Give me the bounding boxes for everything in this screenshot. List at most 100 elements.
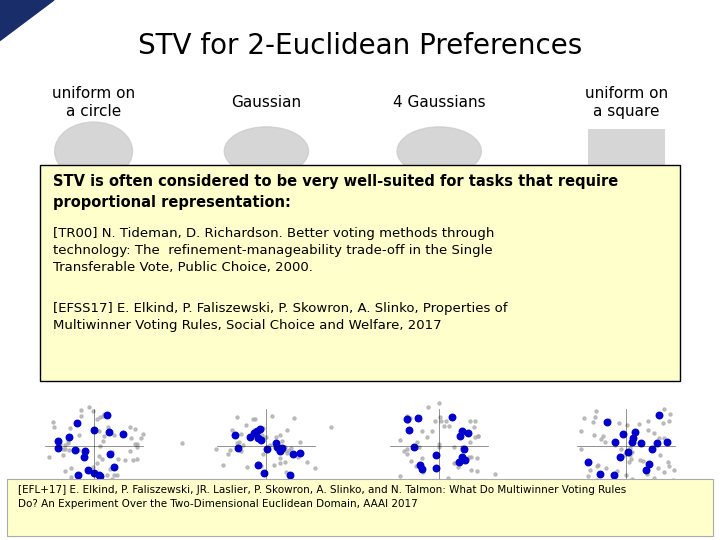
Point bbox=[423, 402, 434, 411]
Point bbox=[256, 430, 268, 439]
Point bbox=[63, 438, 74, 447]
Point bbox=[442, 474, 454, 483]
Point bbox=[459, 456, 471, 464]
Point bbox=[405, 456, 417, 465]
Point bbox=[616, 445, 627, 454]
Point bbox=[255, 435, 266, 444]
Point bbox=[456, 455, 468, 464]
Point bbox=[436, 417, 447, 426]
Point bbox=[109, 430, 120, 439]
Text: 4 Gaussians: 4 Gaussians bbox=[393, 95, 485, 110]
Point bbox=[73, 430, 84, 439]
Point bbox=[401, 417, 413, 426]
Point bbox=[629, 427, 641, 436]
Point bbox=[602, 418, 613, 427]
Point bbox=[101, 411, 112, 420]
Point bbox=[642, 426, 654, 434]
Point bbox=[653, 434, 665, 442]
Point bbox=[279, 442, 290, 451]
Point bbox=[120, 455, 131, 464]
Point bbox=[104, 450, 116, 458]
Point bbox=[59, 441, 71, 449]
FancyBboxPatch shape bbox=[40, 165, 680, 381]
Text: [TR00] N. Tideman, D. Richardson. Better voting methods through
technology: The : [TR00] N. Tideman, D. Richardson. Better… bbox=[53, 227, 494, 274]
Point bbox=[261, 433, 272, 441]
Point bbox=[53, 444, 64, 453]
Point bbox=[289, 485, 300, 494]
Point bbox=[97, 436, 109, 445]
Point bbox=[582, 472, 593, 481]
Point bbox=[48, 418, 59, 427]
Point bbox=[610, 440, 621, 449]
Point bbox=[590, 407, 601, 415]
Point bbox=[76, 411, 87, 420]
Point bbox=[640, 465, 652, 474]
Point bbox=[652, 439, 663, 448]
Point bbox=[87, 407, 99, 415]
Point bbox=[664, 417, 675, 426]
Point bbox=[261, 445, 272, 454]
Point bbox=[117, 429, 129, 438]
Point bbox=[129, 440, 140, 449]
Point bbox=[440, 417, 451, 426]
Point bbox=[661, 437, 672, 446]
Point bbox=[417, 465, 428, 474]
Point bbox=[108, 463, 120, 471]
Point bbox=[292, 449, 304, 457]
Point bbox=[130, 424, 141, 433]
Point bbox=[54, 439, 66, 448]
Polygon shape bbox=[0, 0, 54, 40]
Point bbox=[456, 442, 467, 451]
Point bbox=[240, 421, 252, 429]
Point bbox=[94, 470, 105, 479]
Point bbox=[127, 455, 139, 464]
Point bbox=[292, 453, 304, 462]
Point bbox=[111, 470, 122, 479]
Point bbox=[266, 411, 278, 420]
Point bbox=[618, 450, 629, 459]
Point bbox=[253, 478, 265, 487]
Point bbox=[431, 451, 442, 460]
Point bbox=[417, 427, 428, 435]
Point bbox=[584, 465, 595, 474]
Point bbox=[135, 434, 146, 443]
Point bbox=[451, 463, 463, 471]
Ellipse shape bbox=[397, 127, 481, 176]
Point bbox=[251, 426, 263, 435]
Point bbox=[411, 437, 423, 446]
Point bbox=[285, 444, 297, 453]
Point bbox=[227, 426, 238, 434]
Point bbox=[98, 410, 109, 418]
Point bbox=[613, 418, 625, 427]
Point bbox=[472, 453, 483, 462]
Point bbox=[614, 453, 626, 461]
Point bbox=[456, 427, 467, 436]
Point bbox=[325, 422, 337, 431]
Point bbox=[648, 474, 660, 482]
Point bbox=[107, 475, 118, 483]
Point bbox=[252, 459, 264, 468]
Point bbox=[577, 477, 588, 486]
Text: Gaussian: Gaussian bbox=[231, 95, 302, 110]
Point bbox=[125, 434, 136, 442]
Point bbox=[433, 399, 444, 407]
Point bbox=[284, 471, 296, 480]
Point bbox=[624, 458, 635, 467]
Point bbox=[403, 426, 415, 434]
Point bbox=[459, 444, 470, 453]
Point bbox=[429, 417, 441, 426]
Point bbox=[413, 414, 424, 423]
Point bbox=[664, 409, 675, 418]
Point bbox=[94, 427, 105, 435]
Point bbox=[235, 430, 247, 438]
Point bbox=[626, 475, 637, 483]
Point bbox=[222, 450, 234, 458]
Point bbox=[603, 416, 615, 424]
Point bbox=[242, 462, 253, 471]
Point bbox=[652, 463, 664, 472]
Point bbox=[416, 453, 428, 462]
Point bbox=[63, 446, 75, 455]
Point bbox=[98, 431, 109, 440]
Point bbox=[464, 437, 475, 446]
Point bbox=[461, 455, 472, 463]
